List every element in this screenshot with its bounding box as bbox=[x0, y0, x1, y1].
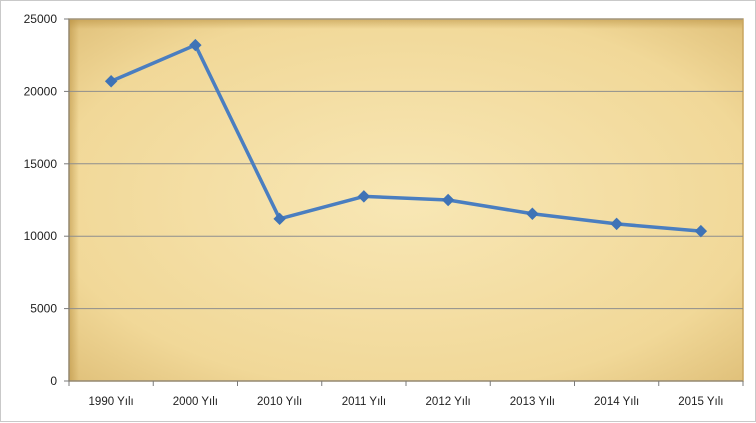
plot-edge-shade-top bbox=[69, 19, 743, 29]
plot-area bbox=[68, 18, 744, 382]
x-tick-label: 2014 Yılı bbox=[594, 396, 639, 408]
series-line bbox=[109, 43, 703, 233]
x-tick-label: 2015 Yılı bbox=[678, 396, 723, 408]
x-tick-label: 2000 Yılı bbox=[173, 396, 218, 408]
data-point-marker bbox=[357, 190, 371, 203]
x-tick-label: 2011 Yılı bbox=[342, 396, 386, 408]
y-axis-tick-labels: 0 5000 10000 15000 20000 25000 bbox=[24, 12, 58, 388]
x-tick-label: 1990 Yılı bbox=[89, 396, 134, 408]
x-tick-label: 2013 Yılı bbox=[510, 396, 555, 408]
y-tick-label: 5000 bbox=[30, 302, 57, 316]
y-tick-label: 0 bbox=[50, 374, 57, 388]
x-axis-tick-labels: 1990 Yılı 2000 Yılı 2010 Yılı 2011 Yılı 2012… bbox=[89, 396, 724, 408]
x-tick-label: 2010 Yılı bbox=[257, 396, 302, 408]
data-point-marker bbox=[610, 217, 623, 231]
gridlines bbox=[69, 18, 743, 310]
x-tick-label: 2012 Yılı bbox=[426, 396, 471, 408]
data-point-marker bbox=[441, 193, 455, 207]
y-tick-label: 10000 bbox=[24, 229, 58, 243]
axes bbox=[64, 18, 744, 386]
y-tick-label: 25000 bbox=[24, 12, 58, 26]
data-point-marker bbox=[694, 224, 708, 238]
plot-edge-shade-left bbox=[69, 19, 79, 381]
y-tick-label: 20000 bbox=[24, 84, 58, 98]
data-point-marker bbox=[189, 38, 202, 52]
series-group bbox=[104, 38, 708, 238]
plot-background bbox=[69, 19, 743, 381]
data-point-marker bbox=[273, 212, 286, 226]
data-point-marker bbox=[104, 75, 118, 88]
y-tick-label: 15000 bbox=[24, 157, 58, 171]
data-point-marker bbox=[526, 207, 539, 220]
